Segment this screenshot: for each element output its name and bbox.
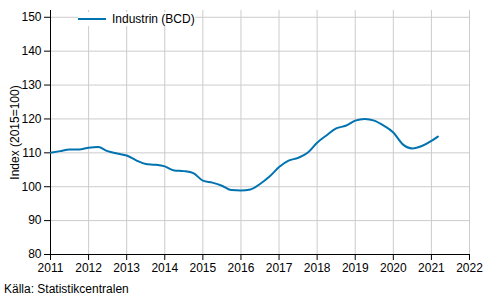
svg-text:2017: 2017 bbox=[266, 261, 293, 275]
svg-text:150: 150 bbox=[21, 10, 41, 24]
svg-text:2021: 2021 bbox=[418, 261, 445, 275]
svg-text:2013: 2013 bbox=[113, 261, 140, 275]
svg-text:110: 110 bbox=[22, 146, 41, 160]
svg-text:130: 130 bbox=[21, 78, 41, 92]
html-text:Industrin (BCD): Industrin (BCD) bbox=[112, 12, 195, 26]
svg-text:2016: 2016 bbox=[228, 261, 255, 275]
html-text:Källa: Statistikcentralen: Källa: Statistikcentralen bbox=[4, 282, 129, 296]
svg-text:2019: 2019 bbox=[342, 261, 369, 275]
svg-text:Index (2015=100): Index (2015=100) bbox=[8, 85, 22, 179]
svg-text:140: 140 bbox=[21, 44, 41, 58]
svg-text:2014: 2014 bbox=[151, 261, 178, 275]
svg-text:100: 100 bbox=[21, 180, 41, 194]
svg-text:90: 90 bbox=[28, 213, 42, 227]
svg-text:2020: 2020 bbox=[380, 261, 407, 275]
svg-text:120: 120 bbox=[21, 112, 41, 126]
svg-text:80: 80 bbox=[28, 247, 42, 261]
svg-text:2018: 2018 bbox=[304, 261, 331, 275]
svg-text:2015: 2015 bbox=[190, 261, 217, 275]
svg-text:2011: 2011 bbox=[38, 261, 64, 275]
svg-text:2022: 2022 bbox=[456, 261, 483, 275]
svg-text:2012: 2012 bbox=[75, 261, 102, 275]
